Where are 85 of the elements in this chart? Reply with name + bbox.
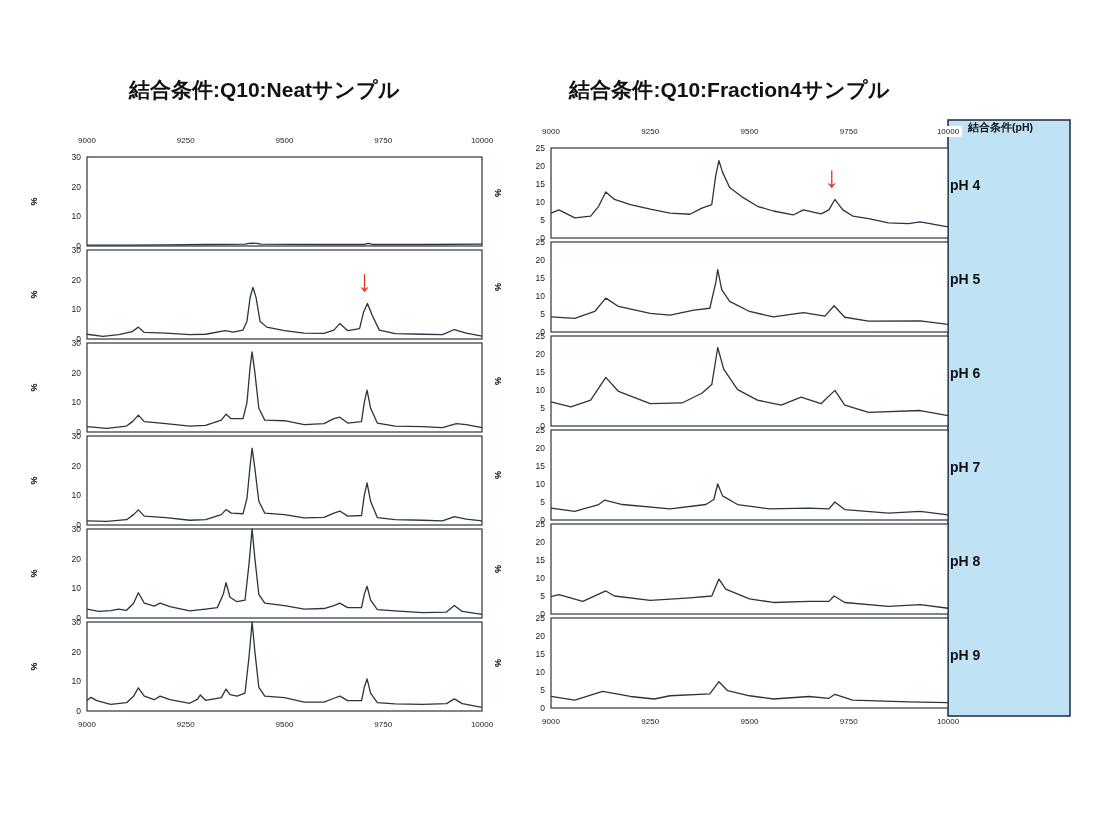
- y-tick-label: 20: [71, 553, 82, 564]
- y-axis-title: %: [493, 376, 503, 386]
- x2-tick-label: 9500: [740, 127, 759, 136]
- x2-tick-label: 9000: [78, 136, 97, 145]
- x-tick-label: 9500: [740, 717, 759, 726]
- y-tick-label: 20: [71, 367, 82, 378]
- y-tick-label: 10: [71, 583, 82, 594]
- x-tick-label: 10000: [936, 717, 960, 726]
- text: pH 7: [950, 459, 981, 476]
- x2-tick-label: 10000: [936, 127, 960, 136]
- x-tick-label: 9750: [374, 720, 393, 729]
- y-tick-label: 20: [71, 646, 82, 657]
- y-tick-label: 5: [540, 215, 546, 225]
- y-tick-label: 15: [535, 367, 546, 377]
- x2-tick-label: 10000: [470, 136, 494, 145]
- annotation: ↓: [356, 264, 372, 298]
- chart-title: 結合条件:Q10:Neatサンプル: [127, 78, 401, 101]
- y-tick-label: 20: [71, 181, 82, 192]
- y-tick-label: 25: [535, 143, 546, 153]
- x-tick-label: 9000: [542, 717, 561, 726]
- y-tick-label: 15: [535, 555, 546, 565]
- y-axis-title: %: [29, 662, 39, 671]
- text: pH 4: [950, 177, 981, 194]
- y-tick-label: 20: [535, 349, 546, 359]
- y-tick-label: 0: [76, 706, 82, 716]
- x-tick-label: 9750: [839, 717, 859, 726]
- y-tick-label: 20: [535, 631, 546, 641]
- x-tick-label: 9000: [78, 720, 97, 729]
- text: pH 9: [950, 647, 981, 664]
- y-tick-label: 15: [535, 461, 546, 471]
- y-axis-title: %: [29, 383, 39, 392]
- y-tick-label: 0: [540, 703, 546, 713]
- text: pH 6: [950, 365, 981, 382]
- y-tick-label: 20: [71, 274, 82, 285]
- text: pH 5: [950, 271, 981, 288]
- y-tick-label: 10: [535, 573, 546, 583]
- text: 結合条件(pH): [967, 121, 1033, 133]
- x2-tick-label: 9750: [839, 127, 859, 136]
- x2-tick-label: 9000: [542, 127, 561, 136]
- y-tick-label: 5: [540, 685, 546, 695]
- y-tick-label: 10: [535, 291, 546, 301]
- y-tick-label: 10: [535, 197, 546, 207]
- y-tick-label: 10: [71, 490, 82, 501]
- x2-tick-label: 9250: [176, 136, 196, 145]
- y-tick-label: 20: [535, 443, 546, 453]
- x2-tick-label: 9750: [374, 136, 393, 145]
- y-tick-label: 20: [535, 537, 546, 547]
- x-tick-label: 9500: [275, 720, 294, 729]
- chart-title: 結合条件:Q10:Fraction4サンプル: [568, 78, 890, 101]
- y-tick-label: 10: [71, 397, 82, 408]
- y-axis-title: %: [29, 569, 39, 578]
- line-series: [86, 528, 483, 616]
- y-tick-label: 15: [535, 649, 546, 659]
- y-axis-title: %: [493, 658, 503, 668]
- x-tick-label: 9250: [176, 720, 196, 729]
- y-tick-label: 10: [71, 304, 82, 315]
- text: pH 8: [950, 553, 981, 570]
- y-tick-label: 10: [535, 667, 546, 677]
- x-tick-label: 9250: [641, 717, 660, 726]
- x2-tick-label: 9250: [641, 127, 660, 136]
- line-series: [86, 621, 483, 709]
- y-tick-label: 30: [71, 152, 82, 162]
- y-tick-label: 5: [540, 403, 546, 413]
- y-tick-label: 10: [71, 676, 82, 687]
- x2-tick-label: 9500: [275, 136, 294, 145]
- y-axis-title: %: [493, 188, 503, 198]
- annotation: ↓: [824, 160, 840, 194]
- y-tick-label: 5: [540, 309, 546, 319]
- y-axis-title: %: [29, 476, 39, 485]
- y-axis-title: %: [493, 282, 503, 292]
- x-tick-label: 10000: [470, 720, 494, 729]
- y-tick-label: 20: [535, 255, 546, 265]
- y-tick-label: 20: [71, 460, 82, 471]
- y-tick-label: 5: [540, 591, 546, 601]
- y-axis-title: %: [29, 290, 39, 299]
- y-tick-label: 10: [535, 385, 546, 395]
- y-tick-label: 20: [535, 161, 546, 171]
- y-axis-title: %: [29, 197, 39, 206]
- y-axis-title: %: [493, 564, 503, 574]
- y-tick-label: 10: [71, 211, 82, 222]
- y-tick-label: 10: [535, 479, 546, 489]
- y-tick-label: 15: [535, 179, 546, 189]
- y-tick-label: 5: [540, 497, 546, 507]
- y-axis-title: %: [493, 470, 503, 480]
- y-tick-label: 15: [535, 273, 546, 283]
